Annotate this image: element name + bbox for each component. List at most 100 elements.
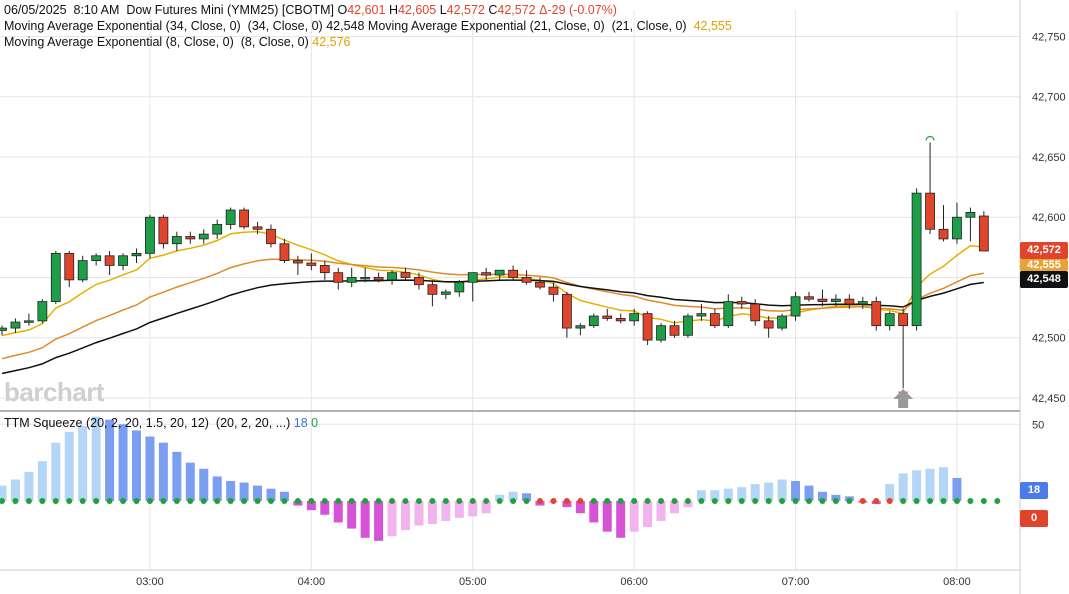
candle-body bbox=[844, 298, 855, 305]
candle-body bbox=[158, 216, 169, 245]
squeeze-fire-arrow bbox=[893, 389, 914, 408]
candle-body bbox=[615, 318, 626, 322]
candle-body bbox=[696, 313, 707, 317]
candle-up bbox=[77, 255, 88, 283]
squeeze-histogram-bar bbox=[414, 500, 424, 526]
squeeze-histogram-bar bbox=[791, 481, 801, 501]
squeeze-dot bbox=[0, 497, 5, 504]
squeeze-dot bbox=[819, 497, 826, 504]
candle-up bbox=[37, 299, 48, 324]
candle-body bbox=[575, 325, 586, 329]
candle-down bbox=[978, 211, 989, 252]
squeeze-dot bbox=[617, 497, 624, 504]
candle-body bbox=[131, 252, 142, 257]
candle-down bbox=[239, 207, 250, 230]
ema21-value: 42,555 bbox=[693, 19, 732, 33]
candle-down bbox=[508, 265, 519, 280]
candle-down bbox=[266, 224, 276, 248]
candle-up bbox=[387, 270, 397, 285]
candle-body bbox=[279, 243, 290, 262]
candle-up bbox=[683, 313, 693, 338]
squeeze-histogram-bar bbox=[912, 470, 922, 501]
squeeze-histogram-bar bbox=[199, 468, 209, 501]
squeeze-dot bbox=[590, 497, 597, 504]
candle-body bbox=[23, 320, 34, 323]
candle-body bbox=[602, 315, 613, 319]
ema21-price-tag: 42,555 bbox=[1020, 259, 1068, 271]
squeeze-dot bbox=[886, 497, 893, 504]
squeeze-dot bbox=[200, 497, 207, 504]
candle-body bbox=[777, 315, 787, 329]
candle-down bbox=[535, 277, 545, 290]
candle-body bbox=[642, 313, 653, 341]
squeeze-dot bbox=[254, 497, 261, 504]
candle-down bbox=[427, 279, 438, 307]
barchart-watermark: barchart bbox=[4, 377, 105, 407]
candle-body bbox=[494, 269, 505, 276]
squeeze-value-2: 0 bbox=[311, 416, 319, 430]
candle-body bbox=[212, 224, 223, 235]
squeeze-dot bbox=[994, 497, 1001, 504]
candle-body bbox=[656, 325, 666, 341]
squeeze-dot bbox=[227, 497, 234, 504]
candle-body bbox=[118, 255, 128, 266]
squeeze-dot bbox=[146, 497, 153, 504]
squeeze-dot bbox=[348, 497, 355, 504]
squeeze-histogram-bar bbox=[226, 481, 236, 501]
squeeze-dot bbox=[738, 497, 745, 504]
candle-up bbox=[656, 323, 666, 343]
candle-down bbox=[736, 296, 747, 309]
squeeze-dot bbox=[577, 497, 584, 504]
squeeze-dot bbox=[913, 497, 920, 504]
candle-down bbox=[817, 289, 828, 307]
squeeze-histogram-bar bbox=[387, 500, 397, 537]
squeeze-histogram-bar bbox=[427, 500, 437, 524]
candle-body bbox=[763, 320, 774, 329]
ema34-label: Moving Average Exponential (34, Close, 0… bbox=[4, 19, 323, 33]
squeeze-dot bbox=[604, 497, 611, 504]
candle-down bbox=[844, 294, 855, 309]
squeeze-histogram-bar bbox=[145, 436, 155, 501]
ema21-label: Moving Average Exponential (21, Close, 0… bbox=[367, 19, 687, 33]
squeeze-dot bbox=[752, 497, 759, 504]
squeeze-histogram-bar bbox=[172, 451, 182, 501]
squeeze-dot bbox=[133, 497, 140, 504]
squeeze-dot bbox=[106, 497, 113, 504]
squeeze-histogram-bar bbox=[360, 500, 370, 538]
candle-body bbox=[521, 277, 532, 283]
header-change: Δ-29 (-0.07%) bbox=[539, 3, 617, 17]
candle-down bbox=[750, 299, 761, 326]
squeeze-dot bbox=[927, 497, 934, 504]
squeeze-histogram-bar bbox=[616, 500, 626, 538]
squeeze-histogram-bar bbox=[939, 467, 948, 501]
squeeze-dot bbox=[375, 497, 382, 504]
ema34-price-tag: 42,548 bbox=[1020, 271, 1068, 288]
squeeze-histogram-bar bbox=[279, 491, 289, 501]
candle-body bbox=[965, 212, 976, 218]
squeeze-histogram-bar bbox=[158, 442, 168, 501]
squeeze-dot bbox=[644, 497, 651, 504]
candle-up bbox=[346, 267, 357, 288]
candle-down bbox=[252, 222, 263, 235]
candle-body bbox=[198, 233, 209, 240]
candle-body bbox=[750, 303, 761, 322]
squeeze-histogram-bar bbox=[185, 462, 195, 501]
candle-up bbox=[131, 248, 142, 264]
squeeze-dot bbox=[429, 497, 436, 504]
candle-body bbox=[508, 269, 519, 278]
squeeze-histogram-bar bbox=[696, 490, 706, 501]
ema-header-line1: Moving Average Exponential (34, Close, 0… bbox=[4, 18, 732, 34]
squeeze-histogram-bar bbox=[51, 442, 61, 501]
candle-up bbox=[790, 291, 801, 321]
x-tick-label: 04:00 bbox=[298, 576, 326, 588]
squeeze-dot bbox=[725, 497, 732, 504]
squeeze-histogram-bar bbox=[602, 500, 612, 532]
squeeze-dot bbox=[711, 497, 718, 504]
squeeze-histogram-bar bbox=[831, 494, 841, 501]
x-tick-label: 07:00 bbox=[782, 576, 810, 588]
squeeze-histogram-bar bbox=[347, 500, 357, 529]
candle-body bbox=[346, 277, 357, 283]
squeeze-dot bbox=[953, 497, 960, 504]
candle-up bbox=[696, 303, 707, 321]
